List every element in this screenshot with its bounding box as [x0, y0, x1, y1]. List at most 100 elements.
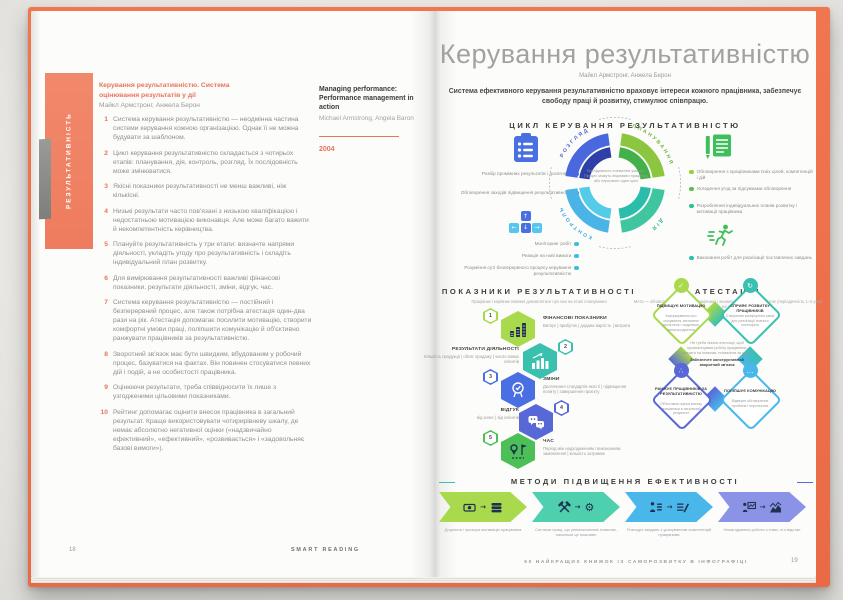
crossed-hammers-icon: [557, 500, 571, 512]
list-item-text: Зворотний зв'язок має бути швидким, вбуд…: [113, 350, 311, 376]
list-item: 2 Цикл керування результативністю складає…: [99, 149, 313, 176]
method-arrow-icon: →: [759, 503, 766, 511]
summary-heading: Керування результативністю. Система оцін…: [99, 82, 230, 99]
card-text: Відверте обговорення проблем і перспекти…: [731, 399, 769, 408]
control-point: Розуміння суті безперервного процесу кер…: [439, 265, 579, 277]
indicator-text: від колег | від клієнтів: [476, 414, 519, 420]
heading-tick-left: [439, 482, 455, 484]
cycle-center-note: Послідовність елементів умовна. Процес м…: [584, 169, 648, 183]
indicator-label: ФІНАНСОВІ ПОКАЗНИКИ Виторг | прибуток | …: [543, 316, 635, 328]
card-text: Об'єктивна оцінка внеску працівника в за…: [659, 402, 703, 416]
pin-flag-icon: [501, 433, 535, 469]
series-footer: 50 НАЙКРАЩИХ КНИЖОК ІЗ САМОРОЗВИТКУ В ІН…: [524, 560, 748, 565]
list-item-number: 10: [100, 408, 108, 416]
clipboard-icon: [514, 133, 538, 162]
indicator-number: 2: [564, 344, 567, 350]
bar-chart-icon: [523, 343, 557, 379]
method-caption: Налагодження роботи з тими, хто відстає: [723, 527, 801, 532]
list-item-text: Цикл керування результативністю складаєт…: [113, 149, 298, 175]
indicator-number: 4: [560, 405, 563, 411]
list-item-text: Система керування результативністю — нео…: [113, 116, 299, 141]
area-chart-icon: [770, 501, 782, 512]
action-point-text: Виконання робіт для реалізації поставлен…: [696, 255, 812, 260]
indicator-label: ЗМІНИ Досягнення стандартів якості | під…: [543, 377, 635, 395]
planning-point-text: Укладення угод за підсумками обговорення: [696, 186, 792, 191]
method-work-system: → ⚙: [532, 492, 620, 522]
person-presentation-icon: [742, 501, 756, 512]
bullet-dot-icon: [574, 241, 579, 247]
arrow-right-key: →: [532, 222, 542, 233]
performance-cycle-donut: ПЛАНУВАННЯ ДІЯ КОНТРОЛЬ РОЗГЛЯД: [549, 117, 681, 249]
card-text: Створення комфортних умов для реалізації…: [725, 314, 775, 328]
indicator-title: ВІДГУК: [500, 408, 519, 413]
list-item: 8 Зворотний зв'язок має бути швидким, вбу…: [99, 350, 313, 377]
indicators-heading: ПОКАЗНИКИ РЕЗУЛЬТАТИВНОСТІ: [441, 287, 637, 296]
indicators-subtitle: Працівник і керівник повинні домовлятися…: [471, 299, 607, 304]
bullet-dot-icon: [574, 265, 579, 271]
indicator-title: ФІНАНСОВІ ПОКАЗНИКИ: [543, 316, 607, 321]
list-item: 5 Плануйте результативність у три етапи: …: [99, 240, 313, 267]
method-task-allocation: →: [625, 492, 713, 522]
arrow-left-key: ←: [509, 222, 519, 233]
cycle-arrow: [599, 246, 631, 249]
segment-control-inner: [579, 186, 612, 219]
cash-stack-icon: [491, 502, 502, 512]
indicator-text: Період між надходженням і виконанням зам…: [543, 445, 621, 457]
check-icon: ✓: [673, 278, 689, 293]
arrow-up-key: ↑: [520, 211, 531, 221]
book-reference-authors: Michael Armstrong, Angela Baron: [319, 115, 414, 122]
control-point-text: Реакція на нові вимоги: [521, 253, 572, 258]
indicator-title: РЕЗУЛЬТАТИ ДІЯЛЬНОСТІ: [451, 347, 519, 352]
indicator-number-hex: 2: [558, 339, 573, 355]
card-title: ПІДВИЩУЄ МОТИВАЦІЮ: [656, 303, 706, 308]
list-item-number: 5: [104, 241, 108, 248]
hex-inner: [484, 431, 497, 445]
list-item: 10 Рейтинг допомагає оцінити внесок праці…: [99, 408, 313, 453]
list-item-number: 2: [104, 149, 108, 157]
method-arrow-icon: →: [480, 503, 486, 511]
page-number-right: 19: [791, 558, 798, 564]
checklist-pencil-icon: [677, 503, 690, 512]
summary-authors: Майкл Армстронг, Анжела Берон: [99, 102, 200, 109]
list-item-number: 4: [104, 207, 108, 215]
cycle-arrow: [678, 166, 681, 200]
action-point: Виконання робіт для реалізації поставлен…: [689, 255, 812, 261]
people-dots-icon: ∴: [673, 363, 689, 378]
indicator-number-hex: 4: [554, 400, 569, 416]
page-edge-left: [31, 11, 41, 577]
list-item-text: Рейтинг допомагає оцінити внесок працівн…: [113, 408, 305, 452]
method-caption: Система праці, що унеможливлює помилки, …: [535, 527, 617, 538]
indicator-title: ЗМІНИ: [543, 377, 560, 382]
bookmark-ribbon: [39, 138, 51, 220]
book-reference-rule: [319, 135, 399, 137]
bullet-dot-icon: [689, 203, 694, 209]
bullet-dot-icon: [689, 186, 694, 192]
segment-review-inner: [579, 147, 612, 180]
planning-point: Обговорення з працівниками їхніх цілей, …: [689, 169, 815, 181]
method-caption: Доцільна і прозора мотивація працівника: [444, 527, 522, 532]
list-item: 4 Низькі результати часто пов'язані з низ…: [99, 207, 313, 234]
planning-point-text: Обговорення з працівниками їхніх цілей, …: [696, 169, 813, 180]
book-spread: РЕЗУЛЬТАТИВНІСТЬ Керування результативні…: [28, 7, 830, 587]
indicator-number: 1: [489, 313, 492, 319]
list-item-number: 1: [104, 116, 108, 123]
review-point-text: Розбір проміжних результатів і досягнень: [481, 171, 572, 176]
appraisal-card-ranking: [650, 368, 714, 432]
page-authors: Майкл Армстронг, Анжела Берон: [579, 73, 671, 79]
hex-inner: [555, 401, 568, 415]
running-person-icon: [707, 224, 733, 246]
book-pages: РЕЗУЛЬТАТИВНІСТЬ Керування результативні…: [31, 11, 822, 577]
card-title: РАНЖУЄ ПРАЦІВНИКІВ ЗА РЕЗУЛЬТАТИВНІСТЮ: [655, 386, 707, 396]
list-item-text: Якісні показники результативності не мен…: [113, 183, 287, 199]
list-item-number: 8: [104, 350, 108, 358]
list-item: 7 Система керування результативністю — по…: [99, 298, 313, 343]
segment-action-inner: [618, 186, 651, 219]
control-point-text: Моніторинг робіт: [534, 241, 572, 246]
indicator-number: 5: [489, 435, 492, 441]
list-item-number: 7: [104, 299, 108, 306]
indicator-number-hex: 3: [483, 369, 498, 385]
appraisal-note-bold: Забезпечте конструктивний зворотний зв'я…: [690, 357, 744, 368]
list-item-text: Низькі результати часто пов'язані з низь…: [113, 207, 309, 233]
control-point: Реакція на нові вимоги: [439, 253, 579, 259]
